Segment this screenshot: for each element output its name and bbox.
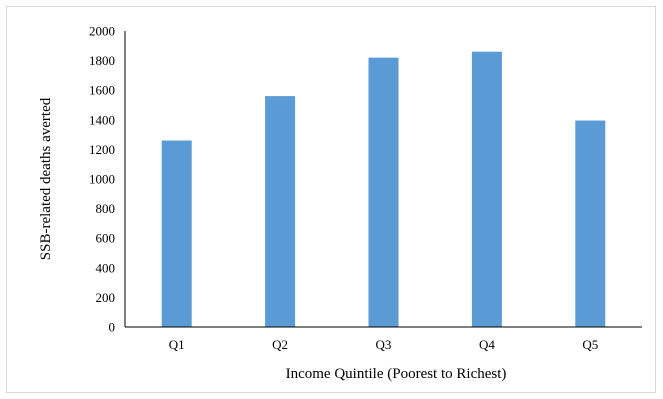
y-axis: 0 200 400 600 800 1000 1200 1400 1600 1800 2000: [89, 24, 126, 335]
x-axis-title: Income Quintile (Poorest to Richest): [286, 366, 507, 382]
x-axis: Q1 Q2 Q3 Q4 Q5: [125, 326, 642, 352]
bar-q3: [368, 57, 399, 327]
x-tick-label: Q2: [272, 337, 288, 352]
y-tick-label: 1800: [89, 53, 115, 68]
y-axis-title: SSB-related deaths averted: [38, 97, 54, 260]
bar-q1: [161, 140, 192, 327]
bar-q4: [471, 51, 502, 327]
x-tick-label: Q4: [479, 337, 495, 352]
y-tick-label: 400: [96, 260, 116, 275]
x-tick-label: Q1: [169, 337, 185, 352]
y-tick-label: 600: [96, 231, 116, 246]
y-tick-label: 0: [109, 320, 116, 335]
y-tick-label: 200: [96, 290, 116, 305]
bar-q5: [575, 120, 606, 327]
x-tick-label: Q5: [582, 337, 598, 352]
y-tick-label: 1200: [89, 142, 115, 157]
y-tick-label: 800: [96, 201, 116, 216]
y-tick-label: 1600: [89, 83, 115, 98]
y-tick-label: 1000: [89, 172, 115, 187]
chart-frame: [6, 6, 656, 393]
y-tick-label: 2000: [89, 24, 115, 39]
x-tick-label: Q3: [376, 337, 392, 352]
bars-group: [161, 51, 606, 328]
bar-q2: [265, 96, 296, 328]
y-tick-label: 1400: [89, 112, 115, 127]
